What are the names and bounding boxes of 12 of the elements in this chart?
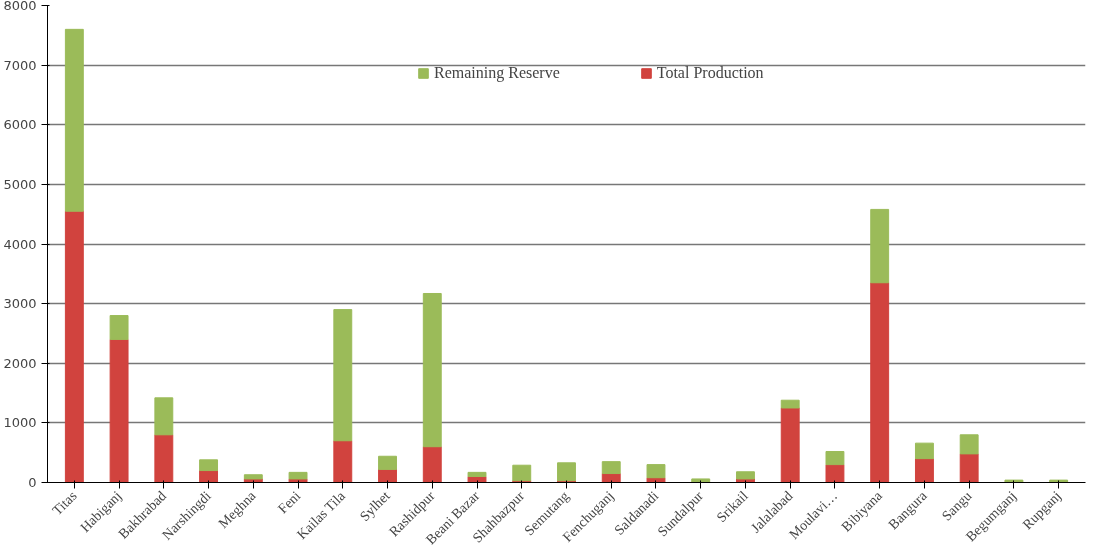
legend-label: Total Production (656, 64, 764, 82)
y-tick-label: 5000 (3, 176, 37, 192)
legend-label: Remaining Reserve (434, 64, 560, 82)
x-tick-label: Titas (49, 488, 80, 519)
y-tick-label: 2000 (3, 355, 37, 371)
y-tick-label: 1000 (3, 415, 37, 431)
y-tick-label: 6000 (3, 117, 37, 133)
y-tick-label: 7000 (3, 57, 37, 73)
y-tick-label: 3000 (3, 296, 37, 312)
y-tick-label: 8000 (3, 0, 37, 13)
y-tick-label: 0 (28, 475, 37, 490)
y-tick-label: 4000 (3, 236, 37, 252)
